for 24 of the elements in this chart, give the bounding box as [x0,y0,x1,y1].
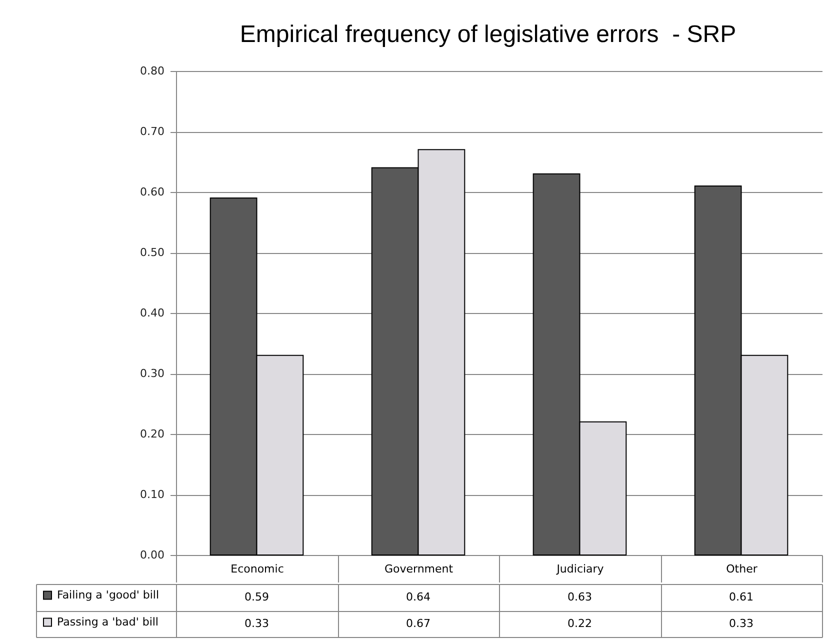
y-tick-label: 0.00 [140,548,164,562]
x-tick-label: Other [726,562,758,576]
data-label: 0.33 [729,616,754,630]
y-tick-label: 0.40 [140,306,164,320]
x-tick-label: Economic [230,562,284,576]
data-label: 0.63 [568,590,592,604]
y-tick-label: 0.10 [140,488,164,501]
y-tick-label: 0.30 [140,367,164,380]
y-tick-label: 0.60 [140,186,164,198]
x-tick-label: Judiciary [556,562,604,576]
y-tick-label: 0.70 [140,125,164,138]
chart-title: Empirical frequency of legislative errors - SRP [240,21,736,48]
legend-label: Failing a 'good' bill [57,588,160,602]
data-label: 0.33 [244,616,269,630]
data-label: 0.59 [244,590,269,604]
legend-label: Passing a 'bad' bill [57,615,158,628]
data-label: 0.61 [729,590,754,604]
y-tick-label: 0.50 [140,246,164,259]
y-tick-label: 0.80 [140,64,164,78]
y-tick-label: 0.20 [140,428,164,440]
x-tick-label: Government [384,562,454,576]
data-label: 0.64 [406,590,430,604]
data-label: 0.67 [406,616,430,630]
data-label: 0.22 [568,616,592,630]
